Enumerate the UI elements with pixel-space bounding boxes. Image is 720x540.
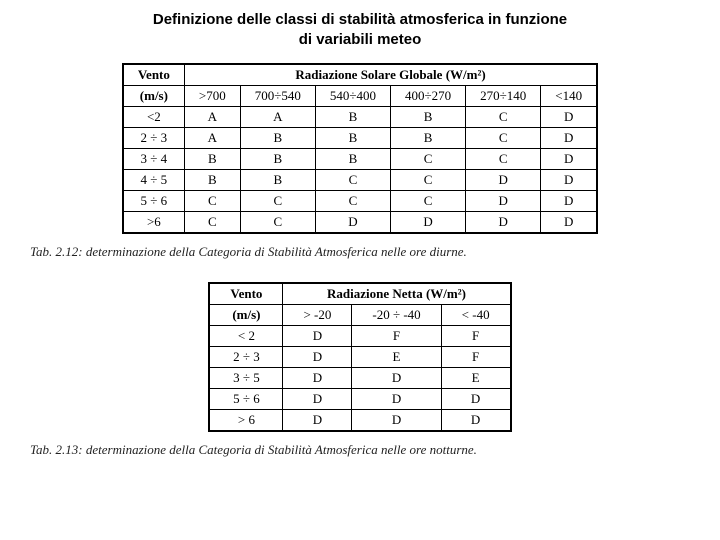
t1-col-5: <140 xyxy=(541,86,597,107)
t1-cell: B xyxy=(184,170,240,191)
t1-cell: C xyxy=(466,107,541,128)
t2-cell: F xyxy=(441,347,510,368)
t2-rowlabel: 2 ÷ 3 xyxy=(209,347,283,368)
t1-cell: B xyxy=(315,149,390,170)
t2-col-0: > -20 xyxy=(283,305,352,326)
title-line-1: Definizione delle classi di stabilità at… xyxy=(153,11,567,28)
table-row: 3 ÷ 4 B B B C C D xyxy=(123,149,597,170)
t1-cell: D xyxy=(541,212,597,234)
table-row: 4 ÷ 5 B B C C D D xyxy=(123,170,597,191)
t1-cell: D xyxy=(466,212,541,234)
table-row: >6 C C D D D D xyxy=(123,212,597,234)
t2-rowlabel: 3 ÷ 5 xyxy=(209,368,283,389)
t1-cell: D xyxy=(541,170,597,191)
t1-cell: D xyxy=(541,149,597,170)
t1-cell: C xyxy=(391,170,466,191)
t1-cell: C xyxy=(184,191,240,212)
t1-cell: C xyxy=(466,128,541,149)
t1-cell: C xyxy=(391,149,466,170)
t2-header-radiazione: Radiazione Netta (W/m²) xyxy=(283,283,511,305)
t1-col-4: 270÷140 xyxy=(466,86,541,107)
table-row: 5 ÷ 6 C C C C D D xyxy=(123,191,597,212)
page-title: Definizione delle classi di stabilità at… xyxy=(30,10,690,49)
t1-cell: B xyxy=(391,107,466,128)
t2-cell: D xyxy=(283,326,352,347)
t1-cell: B xyxy=(315,107,390,128)
t1-header-units: (m/s) xyxy=(123,86,185,107)
t2-rowlabel: > 6 xyxy=(209,410,283,432)
table-row: > 6 D D D xyxy=(209,410,510,432)
t1-col-3: 400÷270 xyxy=(391,86,466,107)
t1-cell: C xyxy=(315,170,390,191)
table-row: 5 ÷ 6 D D D xyxy=(209,389,510,410)
table-row: 2 ÷ 3 D E F xyxy=(209,347,510,368)
t1-rowlabel: 3 ÷ 4 xyxy=(123,149,185,170)
t1-col-1: 700÷540 xyxy=(240,86,315,107)
t1-rowlabel: <2 xyxy=(123,107,185,128)
t1-cell: D xyxy=(466,191,541,212)
t1-rowlabel: 5 ÷ 6 xyxy=(123,191,185,212)
t2-cell: D xyxy=(441,410,510,432)
t1-cell: B xyxy=(391,128,466,149)
t2-cell: D xyxy=(283,389,352,410)
t1-cell: A xyxy=(184,128,240,149)
t1-cell: C xyxy=(240,212,315,234)
t2-cell: E xyxy=(441,368,510,389)
t2-header-vento: Vento xyxy=(209,283,283,305)
t1-cell: D xyxy=(541,191,597,212)
t1-header-radiazione: Radiazione Solare Globale (W/m²) xyxy=(184,64,597,86)
table-diurne: Vento Radiazione Solare Globale (W/m²) (… xyxy=(122,63,598,234)
table-row: < 2 D F F xyxy=(209,326,510,347)
t1-cell: B xyxy=(240,170,315,191)
t2-cell: D xyxy=(283,368,352,389)
t1-rowlabel: 2 ÷ 3 xyxy=(123,128,185,149)
t1-cell: D xyxy=(466,170,541,191)
t2-cell: E xyxy=(352,347,441,368)
t2-rowlabel: 5 ÷ 6 xyxy=(209,389,283,410)
t1-cell: C xyxy=(315,191,390,212)
t1-cell: A xyxy=(184,107,240,128)
table-notturne: Vento Radiazione Netta (W/m²) (m/s) > -2… xyxy=(208,282,511,432)
t1-cell: B xyxy=(240,149,315,170)
t1-cell: C xyxy=(240,191,315,212)
t2-cell: D xyxy=(352,368,441,389)
t1-cell: D xyxy=(315,212,390,234)
t1-cell: D xyxy=(391,212,466,234)
table-row: <2 A A B B C D xyxy=(123,107,597,128)
t2-cell: D xyxy=(441,389,510,410)
title-line-2: di variabili meteo xyxy=(299,31,422,48)
table-row: 2 ÷ 3 A B B B C D xyxy=(123,128,597,149)
t2-cell: F xyxy=(441,326,510,347)
t1-cell: D xyxy=(541,107,597,128)
table-row: 3 ÷ 5 D D E xyxy=(209,368,510,389)
t2-cell: D xyxy=(352,389,441,410)
caption-notturne: Tab. 2.13: determinazione della Categori… xyxy=(30,442,690,458)
t2-rowlabel: < 2 xyxy=(209,326,283,347)
t1-cell: A xyxy=(240,107,315,128)
t2-col-1: -20 ÷ -40 xyxy=(352,305,441,326)
t1-cell: B xyxy=(184,149,240,170)
t2-header-units: (m/s) xyxy=(209,305,283,326)
t1-cell: C xyxy=(184,212,240,234)
t1-col-2: 540÷400 xyxy=(315,86,390,107)
t1-cell: C xyxy=(391,191,466,212)
t1-col-0: >700 xyxy=(184,86,240,107)
t1-rowlabel: >6 xyxy=(123,212,185,234)
t1-cell: D xyxy=(541,128,597,149)
caption-diurne: Tab. 2.12: determinazione della Categori… xyxy=(30,244,690,260)
t2-col-2: < -40 xyxy=(441,305,510,326)
t1-cell: B xyxy=(240,128,315,149)
t1-cell: C xyxy=(466,149,541,170)
t1-header-vento: Vento xyxy=(123,64,185,86)
t2-cell: D xyxy=(283,347,352,368)
t2-cell: F xyxy=(352,326,441,347)
t1-cell: B xyxy=(315,128,390,149)
t2-cell: D xyxy=(283,410,352,432)
t2-cell: D xyxy=(352,410,441,432)
t1-rowlabel: 4 ÷ 5 xyxy=(123,170,185,191)
